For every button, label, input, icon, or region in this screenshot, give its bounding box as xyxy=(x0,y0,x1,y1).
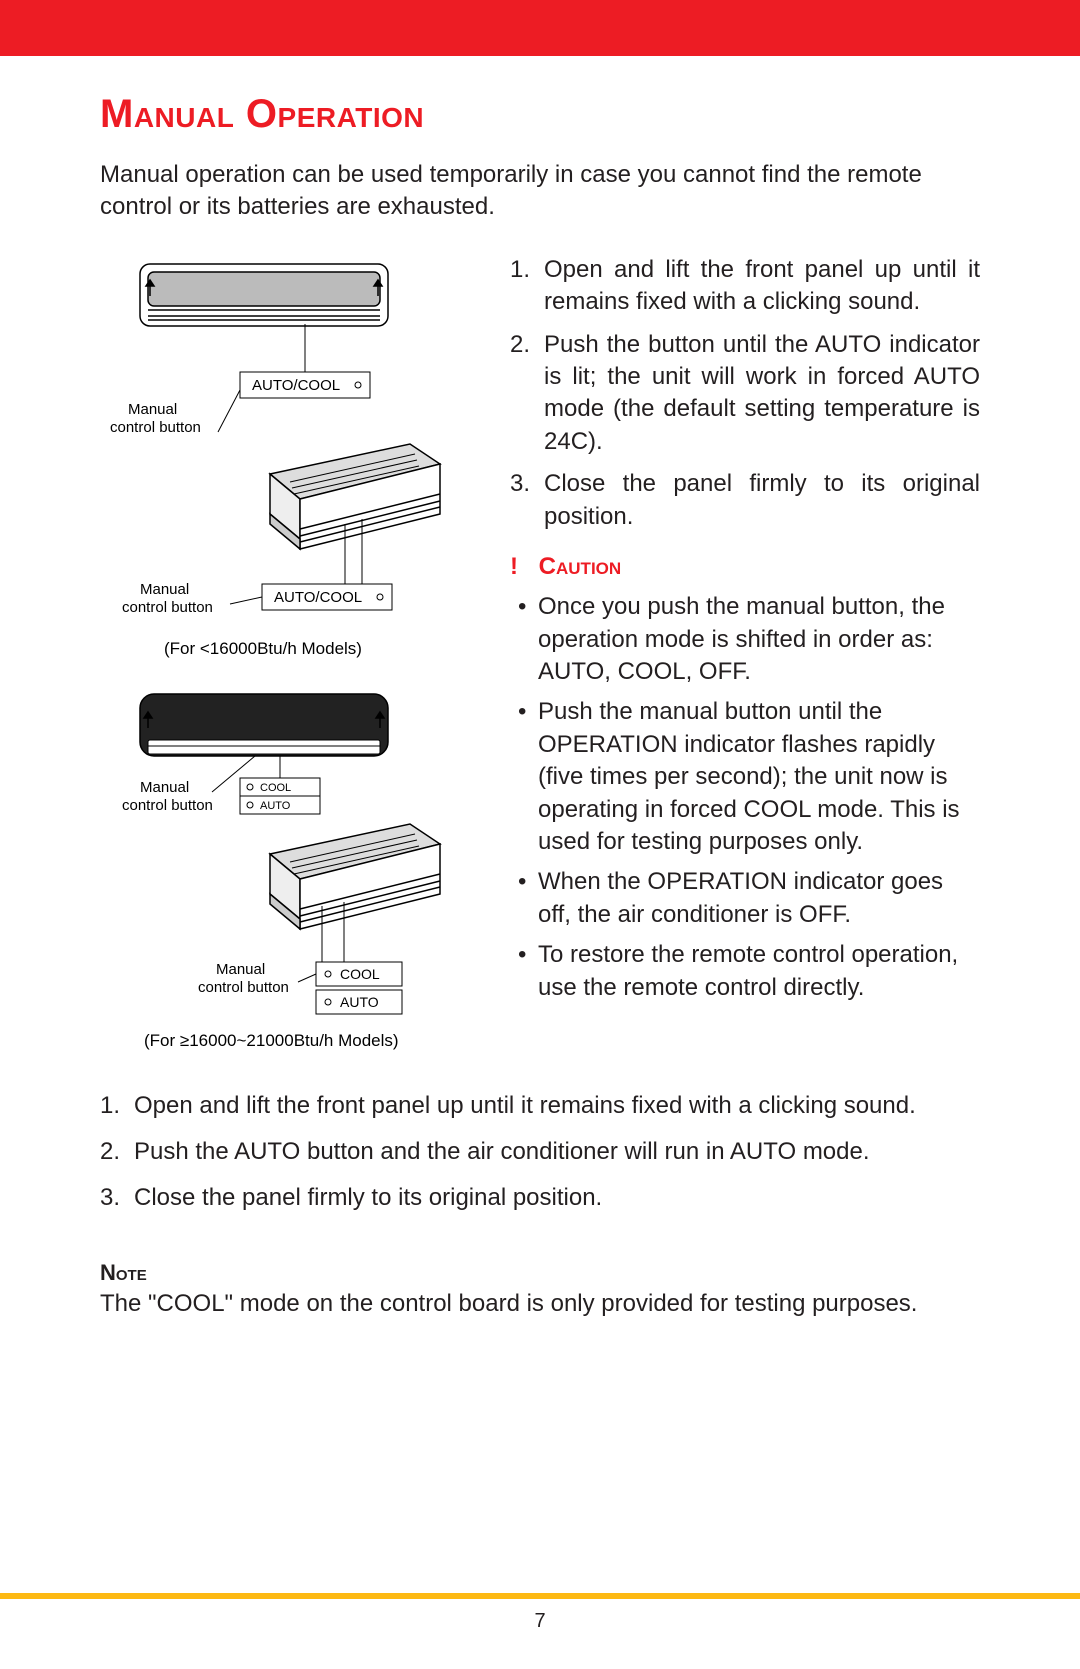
footer-rule xyxy=(0,1593,1080,1599)
diagram-caption-large: (For ≥16000~21000Btu/h Models) xyxy=(144,1031,399,1050)
diagram-label-control-button-3: control button xyxy=(122,797,213,814)
caution-item: To restore the remote control operation,… xyxy=(510,939,980,1004)
step-item: Close the panel firmly to its original p… xyxy=(100,1180,980,1216)
caution-heading-text: Caution xyxy=(539,553,622,580)
caution-item: When the OPERATION indicator goes off, t… xyxy=(510,866,980,931)
diagram-column: AUTO/COOL Manual control button xyxy=(100,254,480,1064)
diagram-label-control-button-4: control button xyxy=(198,979,289,996)
diagram-label-manual-4: Manual xyxy=(216,961,265,978)
step-item: Push the button until the AUTO indicator… xyxy=(510,329,980,459)
diagram-large-models: Manual control button COOL AUTO xyxy=(100,684,460,1064)
caution-heading: ! Caution xyxy=(510,551,980,583)
steps-top-list: Open and lift the front panel up until i… xyxy=(510,254,980,533)
diagram-box-cool: COOL xyxy=(340,966,380,982)
diagram-box-auto: AUTO xyxy=(340,994,379,1010)
note-heading: Note xyxy=(100,1260,980,1286)
diagram-label-auto-cool: AUTO/COOL xyxy=(252,377,340,394)
steps-bottom-list: Open and lift the front panel up until i… xyxy=(100,1088,980,1216)
header-bar xyxy=(0,0,1080,56)
step-item: Open and lift the front panel up until i… xyxy=(510,254,980,319)
caution-item: Once you push the manual button, the ope… xyxy=(510,591,980,688)
step-item: Open and lift the front panel up until i… xyxy=(100,1088,980,1124)
intro-paragraph: Manual operation can be used temporarily… xyxy=(100,159,980,224)
diagram-label-manual: Manual xyxy=(128,401,177,418)
page-title: Manual Operation xyxy=(100,92,980,137)
diagram-label-manual-3: Manual xyxy=(140,779,189,796)
note-body: The "COOL" mode on the control board is … xyxy=(100,1290,980,1318)
page-content: Manual Operation Manual operation can be… xyxy=(0,56,1080,1318)
caution-item: Push the manual button until the OPERATI… xyxy=(510,696,980,858)
step-item: Push the AUTO button and the air conditi… xyxy=(100,1134,980,1170)
diagram-label-manual-2: Manual xyxy=(140,581,189,598)
diagram-label-control-button: control button xyxy=(110,419,201,436)
two-column-layout: AUTO/COOL Manual control button xyxy=(100,254,980,1064)
diagram-caption-small: (For <16000Btu/h Models) xyxy=(164,639,362,658)
page-number: 7 xyxy=(0,1610,1080,1633)
caution-list: Once you push the manual button, the ope… xyxy=(510,591,980,1004)
diagram-small-models: AUTO/COOL Manual control button xyxy=(100,254,460,684)
diagram-small-auto: AUTO xyxy=(260,800,291,812)
diagram-label-control-button-2: control button xyxy=(122,599,213,616)
diagram-small-cool: COOL xyxy=(260,782,291,794)
step-item: Close the panel firmly to its original p… xyxy=(510,468,980,533)
text-column: Open and lift the front panel up until i… xyxy=(510,254,980,1064)
exclaim-icon: ! xyxy=(510,551,532,583)
diagram-label-auto-cool-2: AUTO/COOL xyxy=(274,589,362,606)
